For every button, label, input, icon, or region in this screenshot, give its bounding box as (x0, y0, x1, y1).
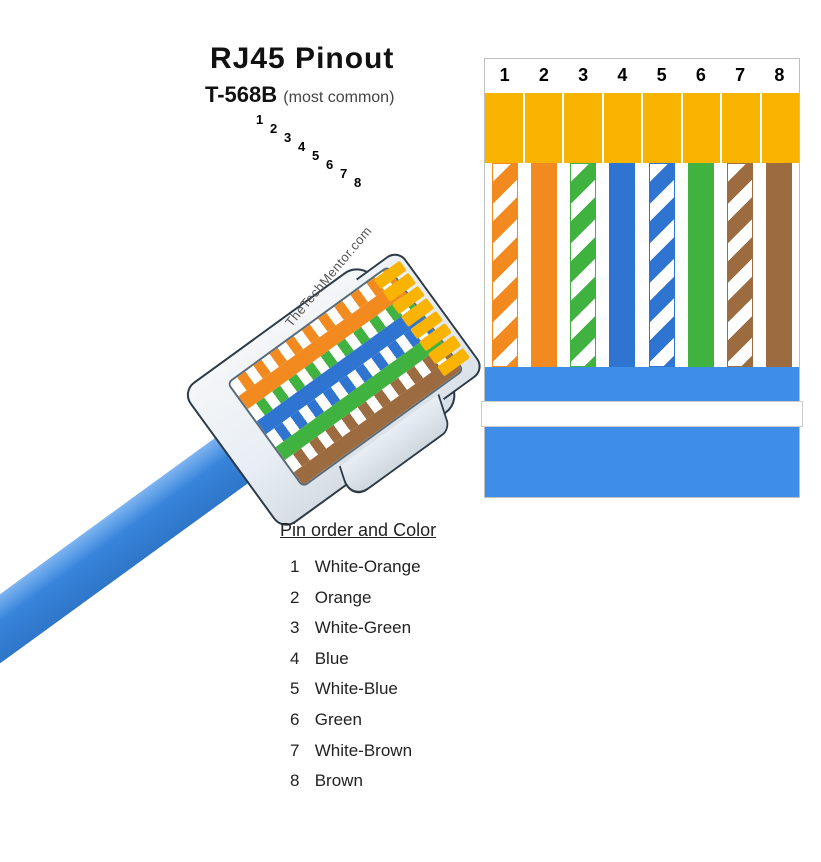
chart-pin-label: 8 (760, 65, 799, 89)
connector-pin-callout: 3 (284, 130, 291, 145)
chart-wire-area (485, 163, 799, 497)
chart-pin-label: 6 (681, 65, 720, 89)
chart-pin-label: 2 (524, 65, 563, 89)
pin-list-row: 1 White-Orange (290, 552, 421, 583)
chart-pin-label: 1 (485, 65, 524, 89)
gold-segment (525, 93, 565, 163)
chart-pin-label: 4 (603, 65, 642, 89)
chart-pin-labels: 12345678 (485, 65, 799, 89)
wire-3 (570, 163, 596, 367)
wire-2 (531, 163, 557, 367)
chart-pin-label: 7 (721, 65, 760, 89)
chart-pin-label: 5 (642, 65, 681, 89)
connector-pin-callout: 5 (312, 148, 319, 163)
gold-segment (683, 93, 723, 163)
wire-1 (492, 163, 518, 367)
pin-list-row: 5 White-Blue (290, 674, 421, 705)
gold-segment (722, 93, 762, 163)
wire-5 (649, 163, 675, 367)
connector-pin-callout: 2 (270, 121, 277, 136)
connector-pin-callout: 7 (340, 166, 347, 181)
wire-7 (727, 163, 753, 367)
pin-list-row: 6 Green (290, 705, 421, 736)
wire-6 (688, 163, 714, 367)
pin-list-title: Pin order and Color (280, 520, 436, 541)
connector-pin-callout: 4 (298, 139, 305, 154)
connector-illustration (0, 0, 568, 709)
pin-list-row: 3 White-Green (290, 613, 421, 644)
gold-segment (643, 93, 683, 163)
connector-pin-callout: 1 (256, 112, 263, 127)
pin-list-row: 4 Blue (290, 644, 421, 675)
connector-pin-numbers: 12345678 (256, 112, 396, 202)
chart-gold-band (485, 93, 799, 163)
chart-jacket (485, 361, 799, 497)
connector-pin-callout: 8 (354, 175, 361, 190)
gold-segment (604, 93, 644, 163)
gold-segment (564, 93, 604, 163)
wire-4 (609, 163, 635, 367)
pin-list: 1 White-Orange2 Orange3 White-Green4 Blu… (290, 552, 421, 797)
gold-segment (485, 93, 525, 163)
wire-8 (766, 163, 792, 367)
chart-pin-label: 3 (564, 65, 603, 89)
pin-list-row: 7 White-Brown (290, 736, 421, 767)
connector-pin-callout: 6 (326, 157, 333, 172)
gold-segment (762, 93, 800, 163)
pin-list-row: 8 Brown (290, 766, 421, 797)
pin-list-row: 2 Orange (290, 583, 421, 614)
pinout-chart: 12345678 (484, 58, 800, 498)
